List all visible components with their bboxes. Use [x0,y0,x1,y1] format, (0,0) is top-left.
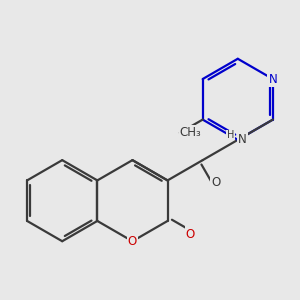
Text: CH₃: CH₃ [180,126,202,139]
Text: H: H [227,130,234,140]
Text: N: N [238,134,247,146]
Text: O: O [186,228,195,241]
Text: N: N [268,73,277,85]
Text: O: O [128,235,137,248]
Text: O: O [211,176,220,190]
